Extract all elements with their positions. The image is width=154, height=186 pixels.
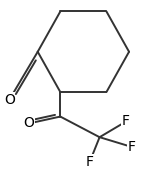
Text: O: O	[23, 116, 34, 130]
Text: F: F	[122, 114, 130, 129]
Text: O: O	[4, 93, 15, 107]
Text: F: F	[128, 140, 136, 154]
Text: F: F	[86, 155, 94, 169]
